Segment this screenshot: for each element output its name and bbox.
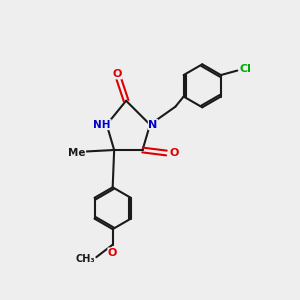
Text: O: O — [112, 69, 122, 79]
Text: Cl: Cl — [240, 64, 252, 74]
Text: CH₃: CH₃ — [75, 254, 95, 264]
Text: O: O — [108, 248, 117, 258]
Text: NH: NH — [94, 120, 111, 130]
Text: Me: Me — [68, 148, 86, 158]
Text: N: N — [148, 120, 158, 130]
Text: O: O — [169, 148, 178, 158]
